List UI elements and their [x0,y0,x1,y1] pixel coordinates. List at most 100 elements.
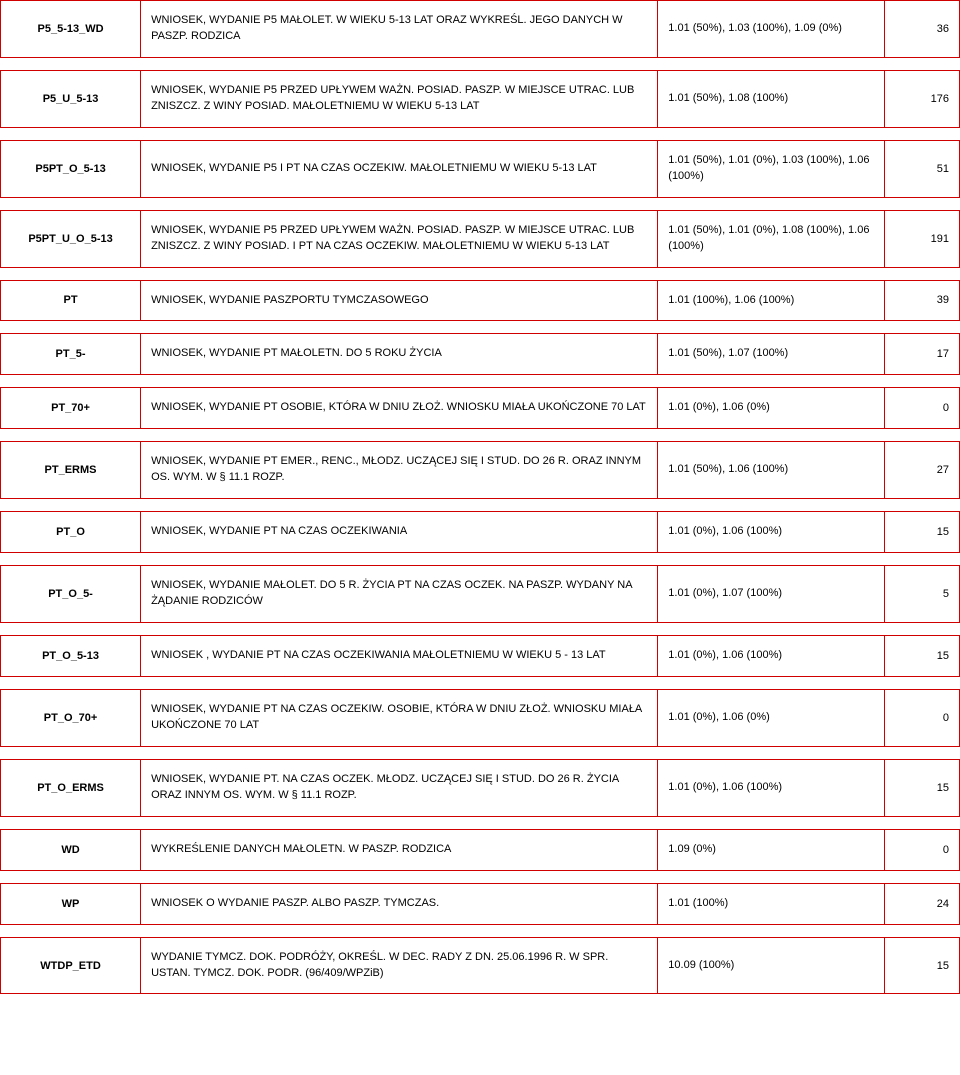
table-row: P5_U_5-13WNIOSEK, WYDANIE P5 PRZED UPŁYW… [1,70,960,127]
code-cell: P5_U_5-13 [1,70,141,127]
amount-cell: 15 [884,937,959,994]
table-row: PTWNIOSEK, WYDANIE PASZPORTU TYMCZASOWEG… [1,280,960,321]
rate-cell: 1.01 (100%) [658,883,884,924]
amount-cell: 39 [884,280,959,321]
amount-cell: 15 [884,636,959,677]
spacer-cell [1,57,960,70]
rate-cell: 1.01 (50%), 1.01 (0%), 1.08 (100%), 1.06… [658,210,884,267]
code-cell: PT_O_5- [1,566,141,623]
description-cell: WNIOSEK, WYDANIE PT EMER., RENC., MŁODZ.… [141,442,658,499]
row-spacer [1,321,960,334]
table-row: PT_70+WNIOSEK, WYDANIE PT OSOBIE, KTÓRA … [1,388,960,429]
description-cell: WYKREŚLENIE DANYCH MAŁOLETN. W PASZP. RO… [141,829,658,870]
rate-cell: 1.01 (0%), 1.06 (0%) [658,689,884,746]
row-spacer [1,746,960,759]
spacer-cell [1,924,960,937]
rate-cell: 1.09 (0%) [658,829,884,870]
code-cell: PT_ERMS [1,442,141,499]
description-cell: WNIOSEK, WYDANIE P5 PRZED UPŁYWEM WAŻN. … [141,70,658,127]
rate-cell: 1.01 (0%), 1.06 (100%) [658,512,884,553]
table-row: P5PT_U_O_5-13WNIOSEK, WYDANIE P5 PRZED U… [1,210,960,267]
description-cell: WNIOSEK, WYDANIE PT NA CZAS OCZEKIWANIA [141,512,658,553]
spacer-cell [1,127,960,140]
rate-cell: 1.01 (0%), 1.06 (100%) [658,759,884,816]
spacer-cell [1,870,960,883]
row-spacer [1,267,960,280]
row-spacer [1,870,960,883]
amount-cell: 0 [884,829,959,870]
row-spacer [1,197,960,210]
code-cell: PT_5- [1,334,141,375]
amount-cell: 17 [884,334,959,375]
code-cell: WTDP_ETD [1,937,141,994]
rate-cell: 1.01 (0%), 1.07 (100%) [658,566,884,623]
description-cell: WNIOSEK, WYDANIE MAŁOLET. DO 5 R. ŻYCIA … [141,566,658,623]
rate-cell: 1.01 (50%), 1.03 (100%), 1.09 (0%) [658,1,884,58]
spacer-cell [1,267,960,280]
table-row: PT_OWNIOSEK, WYDANIE PT NA CZAS OCZEKIWA… [1,512,960,553]
table-row: PT_ERMSWNIOSEK, WYDANIE PT EMER., RENC.,… [1,442,960,499]
code-cell: PT_O_ERMS [1,759,141,816]
code-cell: PT_O_5-13 [1,636,141,677]
description-cell: WNIOSEK, WYDANIE PT. NA CZAS OCZEK. MŁOD… [141,759,658,816]
spacer-cell [1,321,960,334]
spacer-cell [1,375,960,388]
code-cell: WP [1,883,141,924]
rate-cell: 10.09 (100%) [658,937,884,994]
row-spacer [1,553,960,566]
code-cell: P5PT_U_O_5-13 [1,210,141,267]
amount-cell: 191 [884,210,959,267]
table-row: PT_O_5-WNIOSEK, WYDANIE MAŁOLET. DO 5 R.… [1,566,960,623]
description-cell: WNIOSEK, WYDANIE PT MAŁOLETN. DO 5 ROKU … [141,334,658,375]
description-cell: WNIOSEK, WYDANIE P5 I PT NA CZAS OCZEKIW… [141,140,658,197]
table-row: P5PT_O_5-13WNIOSEK, WYDANIE P5 I PT NA C… [1,140,960,197]
table-row: WPWNIOSEK O WYDANIE PASZP. ALBO PASZP. T… [1,883,960,924]
table-row: PT_5-WNIOSEK, WYDANIE PT MAŁOLETN. DO 5 … [1,334,960,375]
rate-cell: 1.01 (100%), 1.06 (100%) [658,280,884,321]
amount-cell: 15 [884,512,959,553]
code-cell: PT_O [1,512,141,553]
spacer-cell [1,746,960,759]
description-cell: WNIOSEK, WYDANIE PT OSOBIE, KTÓRA W DNIU… [141,388,658,429]
amount-cell: 24 [884,883,959,924]
table-row: WTDP_ETDWYDANIE TYMCZ. DOK. PODRÓŻY, OKR… [1,937,960,994]
rate-cell: 1.01 (0%), 1.06 (100%) [658,636,884,677]
row-spacer [1,816,960,829]
rate-cell: 1.01 (50%), 1.07 (100%) [658,334,884,375]
table-row: PT_O_5-13WNIOSEK , WYDANIE PT NA CZAS OC… [1,636,960,677]
spacer-cell [1,623,960,636]
amount-cell: 5 [884,566,959,623]
description-cell: WYDANIE TYMCZ. DOK. PODRÓŻY, OKREŚL. W D… [141,937,658,994]
row-spacer [1,924,960,937]
description-cell: WNIOSEK, WYDANIE P5 PRZED UPŁYWEM WAŻN. … [141,210,658,267]
amount-cell: 36 [884,1,959,58]
description-cell: WNIOSEK , WYDANIE PT NA CZAS OCZEKIWANIA… [141,636,658,677]
code-cell: P5PT_O_5-13 [1,140,141,197]
code-cell: WD [1,829,141,870]
description-cell: WNIOSEK, WYDANIE PT NA CZAS OCZEKIW. OSO… [141,689,658,746]
spacer-cell [1,816,960,829]
row-spacer [1,57,960,70]
description-cell: WNIOSEK, WYDANIE PASZPORTU TYMCZASOWEGO [141,280,658,321]
spacer-cell [1,553,960,566]
code-cell: PT [1,280,141,321]
table-row: PT_O_70+WNIOSEK, WYDANIE PT NA CZAS OCZE… [1,689,960,746]
amount-cell: 51 [884,140,959,197]
table-row: PT_O_ERMSWNIOSEK, WYDANIE PT. NA CZAS OC… [1,759,960,816]
amount-cell: 0 [884,689,959,746]
spacer-cell [1,499,960,512]
amount-cell: 176 [884,70,959,127]
row-spacer [1,676,960,689]
amount-cell: 0 [884,388,959,429]
row-spacer [1,127,960,140]
rate-cell: 1.01 (50%), 1.01 (0%), 1.03 (100%), 1.06… [658,140,884,197]
code-cell: PT_O_70+ [1,689,141,746]
code-cell: P5_5-13_WD [1,1,141,58]
table-row: WDWYKREŚLENIE DANYCH MAŁOLETN. W PASZP. … [1,829,960,870]
rate-cell: 1.01 (50%), 1.06 (100%) [658,442,884,499]
spacer-cell [1,429,960,442]
row-spacer [1,429,960,442]
amount-cell: 27 [884,442,959,499]
fee-table-body: P5_5-13_WDWNIOSEK, WYDANIE P5 MAŁOLET. W… [1,1,960,994]
row-spacer [1,623,960,636]
